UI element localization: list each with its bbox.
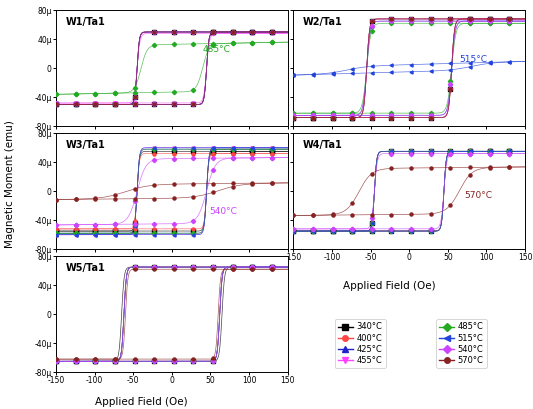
Legend: 340°C, 400°C, 425°C, 455°C: 340°C, 400°C, 425°C, 455°C xyxy=(335,319,385,368)
Text: W5/Ta1: W5/Ta1 xyxy=(65,263,105,273)
Text: Magnetic Moment (emu): Magnetic Moment (emu) xyxy=(5,120,14,248)
Text: Applied Field (Oe): Applied Field (Oe) xyxy=(343,281,435,291)
Text: W4/Ta1: W4/Ta1 xyxy=(303,140,342,150)
Text: W2/Ta1: W2/Ta1 xyxy=(303,17,342,27)
Text: 485°C: 485°C xyxy=(203,45,231,54)
Text: W3/Ta1: W3/Ta1 xyxy=(65,140,105,150)
Text: 540°C: 540°C xyxy=(209,207,237,216)
Legend: 485°C, 515°C, 540°C, 570°C: 485°C, 515°C, 540°C, 570°C xyxy=(436,319,487,368)
Text: 570°C: 570°C xyxy=(465,191,493,200)
Text: W1/Ta1: W1/Ta1 xyxy=(65,17,105,27)
Text: 515°C: 515°C xyxy=(459,56,487,65)
Text: Applied Field (Oe): Applied Field (Oe) xyxy=(95,397,188,407)
